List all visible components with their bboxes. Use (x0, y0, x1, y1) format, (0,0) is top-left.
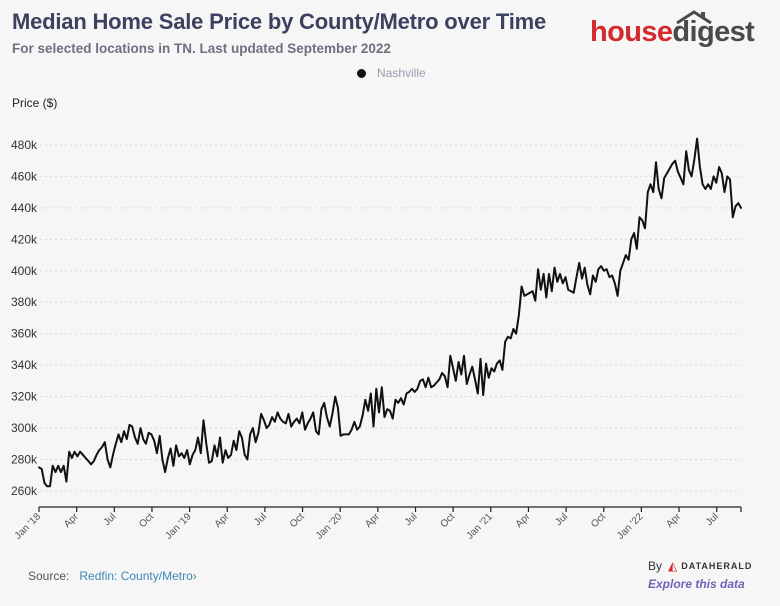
y-tick-label: 300k (11, 421, 38, 435)
housedigest-logo[interactable]: house digest (590, 10, 755, 50)
y-tick-label: 480k (11, 138, 38, 152)
chart-title: Median Home Sale Price by County/Metro o… (12, 9, 547, 34)
y-tick-label: 260k (11, 484, 38, 498)
x-tick-label: Jul (553, 511, 570, 528)
x-tick-label: Jul (403, 511, 420, 528)
y-tick-label: 440k (11, 201, 38, 215)
series-line-nashville (38, 137, 742, 488)
logo-house-text: house (590, 16, 673, 48)
gridlines (40, 144, 741, 492)
source-line: Source: Redfin: County/Metro› (28, 569, 197, 583)
x-tick-label: Oct (137, 511, 156, 530)
dataherald-brand[interactable]: DATAHERALD (681, 561, 753, 571)
x-tick-label: Jan '22 (615, 511, 646, 542)
source-link[interactable]: Redfin: County/Metro› (79, 569, 196, 583)
legend-marker-nashville (357, 68, 366, 78)
chart-subtitle: For selected locations in TN. Last updat… (12, 41, 391, 56)
x-tick-label: Oct (438, 511, 457, 530)
y-axis-label: Price ($) (12, 96, 58, 110)
x-tick-label: Jul (102, 511, 119, 528)
logo-digest-text: digest (672, 10, 755, 48)
x-tick-label: Jul (252, 511, 269, 528)
y-tick-label: 380k (11, 295, 38, 309)
x-tick-label: Apr (62, 511, 81, 530)
explore-data-link[interactable]: Explore this data (648, 577, 745, 591)
y-tick-label: 340k (11, 358, 38, 372)
y-tick-label: 420k (11, 232, 38, 246)
roof-icon (676, 10, 713, 24)
y-tick-label: 280k (11, 453, 38, 467)
series-layer (38, 137, 742, 488)
x-tick-label: Jan '20 (314, 511, 345, 542)
x-tick-label: Jan '19 (163, 511, 194, 542)
dataherald-logo-icon: ◭ (668, 559, 678, 573)
x-tick-label: Jan '21 (465, 511, 496, 542)
y-axis-ticks: 260k 280k 300k 320k 340k 360k 380k 400k 420k 440k… (11, 138, 38, 498)
legend: Nashville (357, 66, 426, 80)
x-tick-label: Jul (704, 511, 721, 528)
x-tick-label: Apr (514, 511, 533, 530)
y-tick-label: 320k (11, 390, 38, 404)
y-tick-label: 400k (11, 264, 38, 278)
x-tick-label: Oct (288, 511, 307, 530)
legend-label-nashville[interactable]: Nashville (377, 66, 426, 80)
by-label: By (648, 559, 663, 573)
logo-digest-label: digest (672, 16, 755, 48)
source-link-text: Redfin: County/Metro (79, 569, 193, 583)
x-tick-label: Apr (363, 511, 382, 530)
chevron-right-icon: › (192, 569, 197, 583)
x-tick-label: Apr (213, 511, 232, 530)
x-tick-label: Jan '18 (13, 511, 44, 542)
x-axis: Jan '18 Apr Jul Oct Jan '19 Apr Jul Oct Jan '20 A… (13, 506, 742, 542)
x-tick-label: Apr (664, 511, 683, 530)
x-tick-label: Oct (589, 511, 608, 530)
byline: By ◭ DATAHERALD (648, 559, 752, 573)
source-label: Source: (28, 569, 70, 583)
y-tick-label: 460k (11, 169, 38, 183)
y-tick-label: 360k (11, 327, 38, 341)
